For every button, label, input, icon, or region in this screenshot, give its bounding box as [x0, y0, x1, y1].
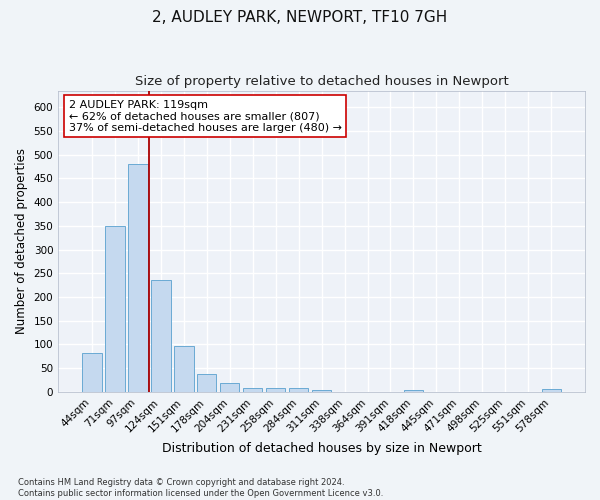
Bar	[220, 384, 239, 392]
Text: Contains HM Land Registry data © Crown copyright and database right 2024.
Contai: Contains HM Land Registry data © Crown c…	[18, 478, 383, 498]
Text: 2 AUDLEY PARK: 119sqm
← 62% of detached houses are smaller (807)
37% of semi-det: 2 AUDLEY PARK: 119sqm ← 62% of detached …	[69, 100, 342, 133]
X-axis label: Distribution of detached houses by size in Newport: Distribution of detached houses by size …	[162, 442, 481, 455]
Bar	[312, 390, 331, 392]
Bar	[128, 164, 148, 392]
Bar	[151, 280, 170, 392]
Bar	[243, 388, 262, 392]
Y-axis label: Number of detached properties: Number of detached properties	[15, 148, 28, 334]
Title: Size of property relative to detached houses in Newport: Size of property relative to detached ho…	[135, 75, 508, 88]
Bar	[197, 374, 217, 392]
Bar	[105, 226, 125, 392]
Text: 2, AUDLEY PARK, NEWPORT, TF10 7GH: 2, AUDLEY PARK, NEWPORT, TF10 7GH	[152, 10, 448, 25]
Bar	[404, 390, 423, 392]
Bar	[542, 389, 561, 392]
Bar	[174, 346, 194, 392]
Bar	[266, 388, 286, 392]
Bar	[82, 352, 101, 392]
Bar	[289, 388, 308, 392]
